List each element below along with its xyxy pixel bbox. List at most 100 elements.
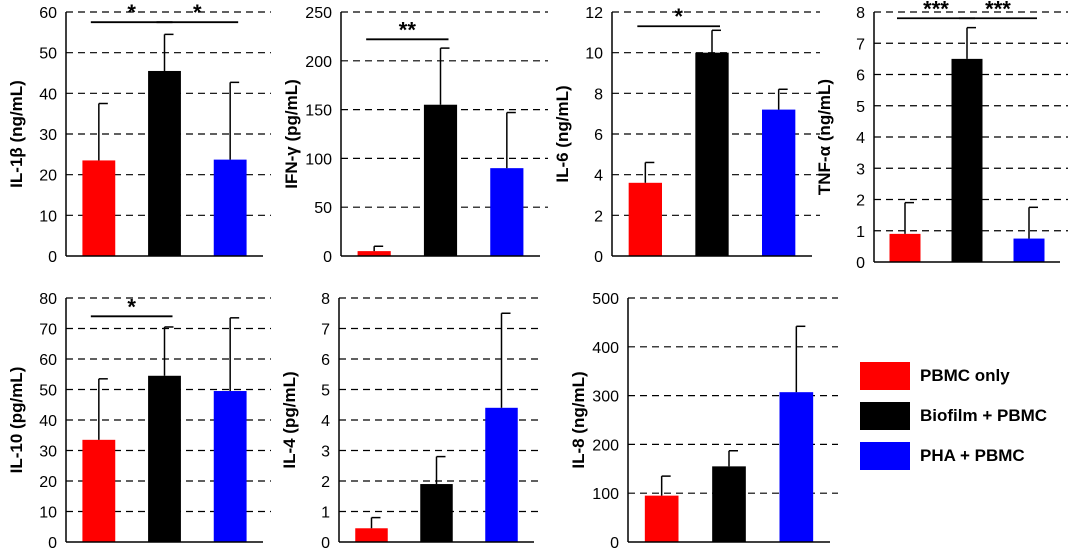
y-axis-title-il1b: IL-1β (ng/mL) xyxy=(7,80,26,188)
chart-tnfa: 0 1 2 3 4 5 6 7 8 TNF-α (ng/mL) *** *** xyxy=(815,0,1068,272)
y-axis-title-il4: IL-4 (pg/mL) xyxy=(280,371,299,468)
y-tick-label-tnfa: 5 xyxy=(856,99,865,116)
y-tick-label-il1b: 30 xyxy=(39,127,57,144)
y-tick-label-tnfa: 2 xyxy=(856,193,865,210)
y-tick-label-il4: 4 xyxy=(321,413,330,430)
y-tick-label-il10: 0 xyxy=(48,535,57,549)
significance-label-il10-0: * xyxy=(127,294,136,319)
y-tick-label-il10: 60 xyxy=(39,352,57,369)
y-tick-label-il4: 0 xyxy=(321,535,330,549)
y-axis-title-il8: IL-8 (ng/mL) xyxy=(569,371,588,468)
y-tick-label-il10: 30 xyxy=(39,444,57,461)
legend: PBMC only Biofilm + PBMC PHA + PBMC xyxy=(860,362,1047,482)
y-tick-label-il4: 8 xyxy=(321,291,330,308)
y-tick-label-il8: 0 xyxy=(610,535,619,549)
legend-swatch-pha-pbmc xyxy=(860,442,910,470)
y-tick-label-ifng: 0 xyxy=(323,249,332,266)
bar-ifng-0 xyxy=(357,251,391,256)
bar-il1b-0 xyxy=(82,160,116,256)
bar-il10-0 xyxy=(82,439,116,542)
y-tick-label-il6: 12 xyxy=(585,5,603,22)
chart-il6: 0 2 4 6 8 10 12 IL-6 (ng/mL) * xyxy=(553,4,820,266)
chart-ifng: 0 50 100 150 200 250 IFN-γ (pg/mL) ** xyxy=(282,5,548,266)
bar-il4-0 xyxy=(355,528,388,542)
y-tick-label-il6: 2 xyxy=(594,208,603,225)
y-tick-label-ifng: 150 xyxy=(305,103,332,120)
bar-il8-0 xyxy=(644,495,679,542)
legend-label-pha-pbmc: PHA + PBMC xyxy=(920,446,1025,465)
y-tick-label-tnfa: 7 xyxy=(856,36,865,53)
y-tick-label-il4: 3 xyxy=(321,444,330,461)
significance-label-tnfa-1: *** xyxy=(985,0,1011,21)
significance-label-ifng-0: ** xyxy=(399,17,417,42)
y-axis-title-il10: IL-10 (pg/mL) xyxy=(7,367,26,474)
y-tick-label-ifng: 200 xyxy=(305,54,332,71)
y-tick-label-il8: 500 xyxy=(592,291,619,308)
y-tick-label-il10: 50 xyxy=(39,383,57,400)
bar-il6-0 xyxy=(628,182,662,256)
legend-item-pha-pbmc: PHA + PBMC xyxy=(860,442,1047,470)
chart-il4: 0 1 2 3 4 5 6 7 8 IL-4 (pg/mL) xyxy=(280,291,542,549)
y-tick-label-il8: 400 xyxy=(592,340,619,357)
legend-swatch-pbmc-only xyxy=(860,362,910,390)
y-tick-label-il10: 70 xyxy=(39,322,57,339)
y-tick-label-il4: 5 xyxy=(321,383,330,400)
bar-ifng-2 xyxy=(490,168,524,256)
y-tick-label-ifng: 250 xyxy=(305,5,332,22)
bar-il10-1 xyxy=(148,375,181,542)
y-axis-title-il6: IL-6 (ng/mL) xyxy=(553,85,572,182)
y-tick-label-il6: 10 xyxy=(585,46,603,63)
y-tick-label-il8: 200 xyxy=(592,437,619,454)
chart-il8: 0 100 200 300 400 500 IL-8 (ng/mL) xyxy=(569,291,838,549)
y-tick-label-il1b: 10 xyxy=(39,208,57,225)
significance-label-il6-0: * xyxy=(674,4,683,29)
y-tick-label-il4: 6 xyxy=(321,352,330,369)
y-tick-label-il1b: 50 xyxy=(39,46,57,63)
y-axis-title-ifng: IFN-γ (pg/mL) xyxy=(282,79,301,189)
bar-il6-1 xyxy=(695,52,729,256)
chart-il10: 0 10 20 30 40 50 60 70 80 IL-10 (pg/mL) * xyxy=(7,291,271,549)
bar-il10-2 xyxy=(213,391,247,542)
y-tick-label-il4: 2 xyxy=(321,474,330,491)
y-tick-label-tnfa: 0 xyxy=(856,255,865,272)
bar-il6-2 xyxy=(762,109,796,256)
y-tick-label-il6: 4 xyxy=(594,168,603,185)
significance-label-il1b-1: * xyxy=(193,0,202,25)
y-axis-title-tnfa: TNF-α (ng/mL) xyxy=(815,79,834,195)
bar-il8-2 xyxy=(779,392,814,542)
y-tick-label-il10: 80 xyxy=(39,291,57,308)
bar-tnfa-2 xyxy=(1013,238,1045,262)
y-tick-label-il8: 300 xyxy=(592,389,619,406)
y-tick-label-ifng: 50 xyxy=(314,200,332,217)
y-tick-label-tnfa: 4 xyxy=(856,130,865,147)
y-tick-label-il6: 0 xyxy=(594,249,603,266)
y-tick-label-tnfa: 8 xyxy=(856,5,865,22)
y-tick-label-ifng: 100 xyxy=(305,151,332,168)
y-tick-label-il10: 40 xyxy=(39,413,57,430)
y-tick-label-il10: 20 xyxy=(39,474,57,491)
y-tick-label-il1b: 60 xyxy=(39,5,57,22)
bar-il1b-2 xyxy=(213,159,247,256)
y-tick-label-il1b: 0 xyxy=(48,249,57,266)
legend-swatch-biofilm-pbmc xyxy=(860,402,910,430)
bar-il1b-1 xyxy=(148,70,181,256)
y-tick-label-tnfa: 6 xyxy=(856,68,865,85)
y-tick-label-il4: 7 xyxy=(321,322,330,339)
chart-il1b: 0 10 20 30 40 50 60 IL-1β (ng/mL) * * xyxy=(7,0,271,266)
significance-label-tnfa-0: *** xyxy=(923,0,949,21)
y-tick-label-il6: 8 xyxy=(594,86,603,103)
bar-ifng-1 xyxy=(423,104,458,256)
y-tick-label-tnfa: 3 xyxy=(856,161,865,178)
y-tick-label-il1b: 40 xyxy=(39,86,57,103)
bar-il4-2 xyxy=(485,407,518,542)
bar-il4-1 xyxy=(420,484,453,542)
legend-label-pbmc-only: PBMC only xyxy=(920,366,1010,385)
y-tick-label-il4: 1 xyxy=(321,505,330,522)
bar-il8-1 xyxy=(712,466,746,542)
bar-tnfa-0 xyxy=(889,233,921,262)
legend-item-biofilm-pbmc: Biofilm + PBMC xyxy=(860,402,1047,430)
y-tick-label-il8: 100 xyxy=(592,486,619,503)
y-tick-label-il6: 6 xyxy=(594,127,603,144)
significance-label-il1b-0: * xyxy=(127,0,136,25)
